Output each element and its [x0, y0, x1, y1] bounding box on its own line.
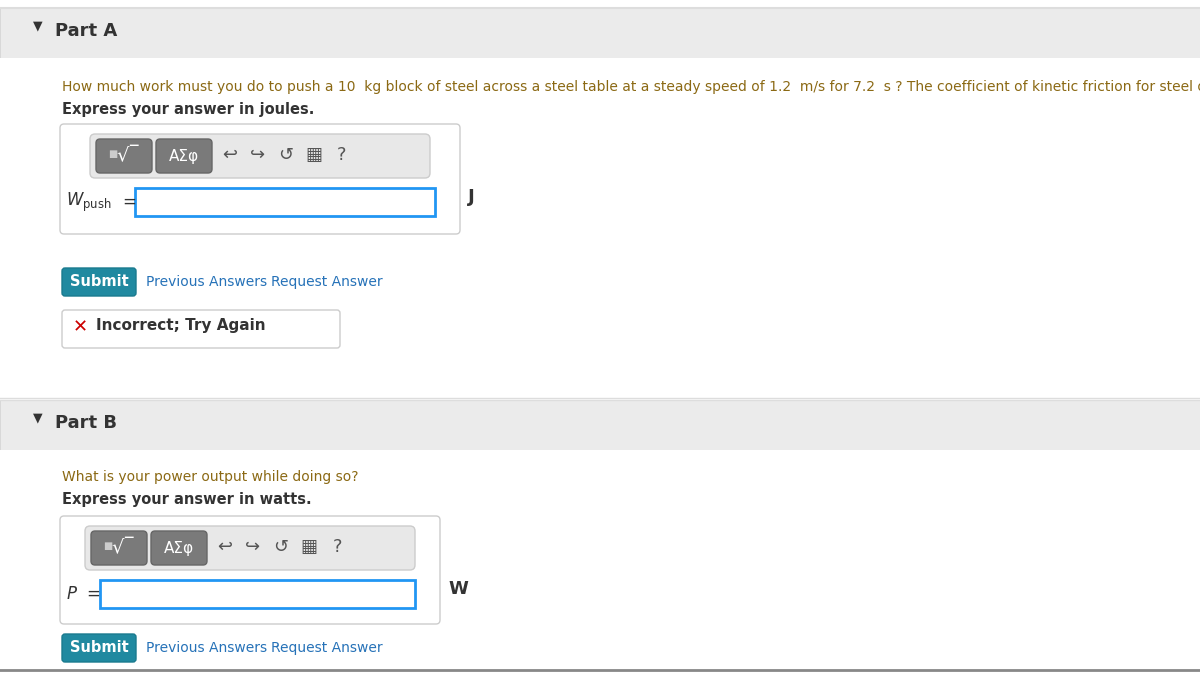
FancyBboxPatch shape	[96, 139, 152, 173]
Text: ?: ?	[337, 146, 347, 164]
Text: ✕: ✕	[72, 318, 88, 336]
FancyBboxPatch shape	[156, 139, 212, 173]
Text: Request Answer: Request Answer	[271, 275, 383, 289]
FancyBboxPatch shape	[60, 516, 440, 624]
Text: Request Answer: Request Answer	[271, 641, 383, 655]
Text: Part A: Part A	[55, 22, 118, 40]
Text: =: =	[122, 193, 136, 211]
Text: AΣφ: AΣφ	[164, 541, 194, 556]
Text: ▔: ▔	[130, 145, 138, 155]
FancyBboxPatch shape	[62, 634, 136, 662]
Text: Previous Answers: Previous Answers	[146, 641, 268, 655]
Text: $W_{\mathregular{push}}$: $W_{\mathregular{push}}$	[66, 191, 112, 214]
Text: J: J	[468, 188, 475, 206]
Text: How much work must you do to push a 10  kg block of steel across a steel table a: How much work must you do to push a 10 k…	[62, 80, 1200, 94]
Text: ▼: ▼	[34, 412, 43, 425]
Text: Submit: Submit	[70, 274, 128, 289]
Text: ↺: ↺	[274, 538, 288, 556]
Text: What is your power output while doing so?: What is your power output while doing so…	[62, 470, 359, 484]
Text: Express your answer in watts.: Express your answer in watts.	[62, 492, 312, 507]
Text: ↩: ↩	[222, 146, 238, 164]
Text: ■: ■	[108, 149, 118, 159]
Bar	[0, 58, 1200, 398]
Text: ▦: ▦	[300, 538, 318, 556]
Text: Part B: Part B	[55, 414, 118, 432]
Text: ?: ?	[332, 538, 342, 556]
Text: Incorrect; Try Again: Incorrect; Try Again	[96, 318, 265, 333]
Text: Submit: Submit	[70, 640, 128, 655]
Text: ■: ■	[103, 541, 113, 551]
Bar	[0, 450, 1200, 676]
Text: Previous Answers: Previous Answers	[146, 275, 268, 289]
Text: ↺: ↺	[278, 146, 294, 164]
Text: √: √	[116, 145, 128, 164]
Text: ↪: ↪	[251, 146, 265, 164]
Text: ▔: ▔	[124, 537, 132, 547]
FancyBboxPatch shape	[62, 268, 136, 296]
Bar	[100, 580, 415, 608]
Text: =: =	[86, 585, 100, 603]
Text: ↩: ↩	[217, 538, 233, 556]
Text: ▼: ▼	[34, 20, 43, 32]
FancyBboxPatch shape	[91, 531, 148, 565]
Text: ▦: ▦	[306, 146, 323, 164]
Text: Express your answer in joules.: Express your answer in joules.	[62, 102, 314, 117]
Bar	[134, 188, 436, 216]
Bar	[0, 8, 1200, 58]
FancyBboxPatch shape	[151, 531, 208, 565]
FancyBboxPatch shape	[90, 134, 430, 178]
Text: AΣφ: AΣφ	[169, 149, 199, 164]
Text: √: √	[112, 537, 124, 556]
Bar	[0, 400, 1200, 450]
Text: $P$: $P$	[66, 585, 78, 603]
Text: ↪: ↪	[246, 538, 260, 556]
FancyBboxPatch shape	[62, 310, 340, 348]
Text: W: W	[448, 580, 468, 598]
FancyBboxPatch shape	[60, 124, 460, 234]
FancyBboxPatch shape	[85, 526, 415, 570]
